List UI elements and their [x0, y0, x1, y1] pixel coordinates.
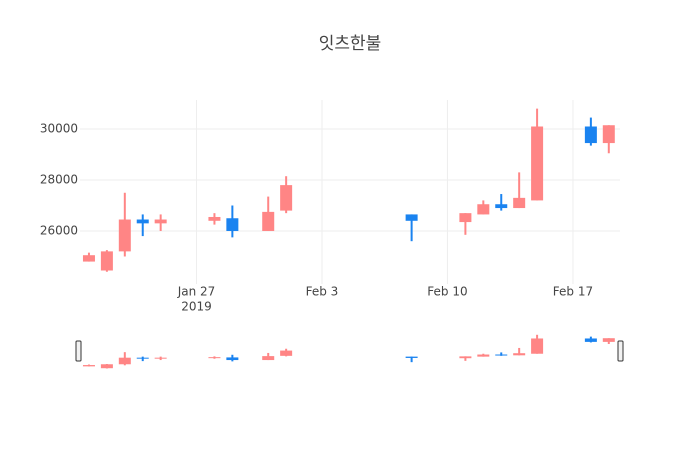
x-tick-label: Feb 10: [427, 285, 467, 299]
y-tick-label: 28000: [40, 173, 78, 187]
candle-body: [136, 219, 149, 224]
range-slider[interactable]: [75, 334, 624, 369]
candle-body: [477, 354, 490, 357]
slider-handle-left[interactable]: [75, 340, 82, 362]
x-tick-label: Feb 17: [553, 285, 593, 299]
candle-body: [513, 353, 526, 356]
candle-body: [405, 214, 418, 221]
candle-body: [118, 357, 131, 365]
candle-body: [262, 211, 275, 231]
candle-body: [262, 356, 275, 361]
y-tick-label: 30000: [40, 122, 78, 136]
candle-body: [226, 357, 239, 361]
candle-body: [602, 338, 615, 342]
candle-body: [154, 357, 167, 359]
candle-body: [208, 357, 221, 359]
candle-body: [584, 338, 597, 342]
candle-body: [495, 204, 508, 209]
candle-body: [118, 219, 131, 252]
x-tick-label: Feb 3: [306, 285, 339, 299]
chart-title: 잇츠한불: [319, 34, 382, 54]
candle-body: [154, 219, 167, 224]
candle-body: [100, 364, 113, 369]
candle-body: [459, 213, 472, 223]
candle-body: [208, 216, 221, 221]
candle-body: [226, 218, 239, 231]
candle-body: [405, 356, 418, 358]
candle-body: [280, 350, 293, 356]
slider-handle-right[interactable]: [617, 340, 624, 362]
candle-body: [477, 204, 490, 215]
candle-body: [100, 251, 113, 271]
y-tick-label: 26000: [40, 223, 78, 237]
x-tick-label: Jan 27: [177, 285, 216, 299]
candle-body: [584, 126, 597, 144]
candle-body: [513, 197, 526, 209]
candle-body: [280, 185, 293, 211]
candle-body: [602, 125, 615, 144]
candle-body: [459, 356, 472, 359]
candle-body: [82, 365, 95, 367]
candle-body: [136, 357, 149, 359]
x-year-label: 2019: [181, 300, 212, 314]
candle-body: [531, 126, 544, 201]
candle-body: [531, 338, 544, 354]
candle-body: [82, 255, 95, 262]
candle-body: [495, 354, 508, 356]
